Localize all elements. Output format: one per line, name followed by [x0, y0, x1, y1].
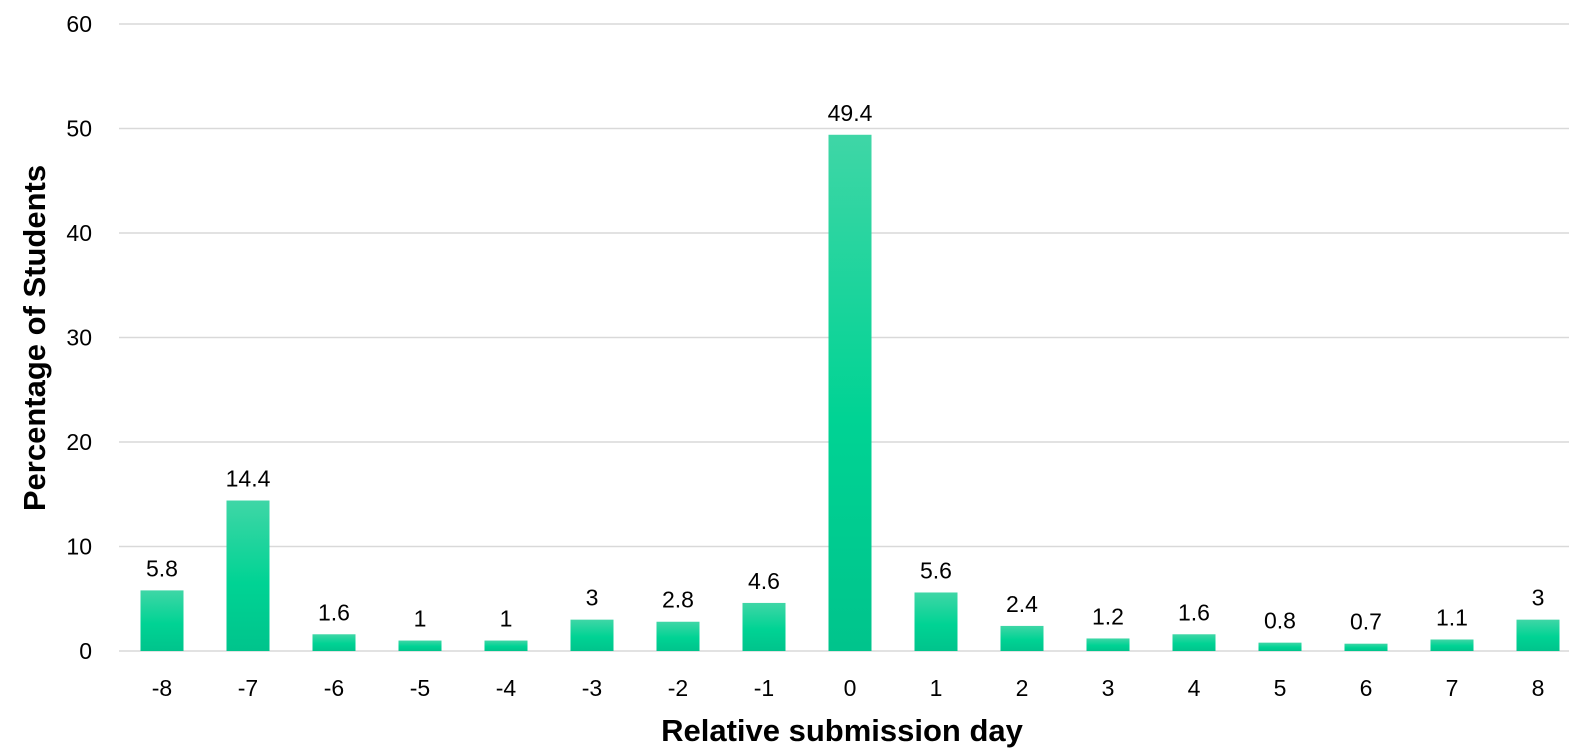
bar--7 — [226, 500, 270, 651]
bar-0 — [828, 134, 872, 651]
data-label-4: 1.6 — [1178, 599, 1210, 625]
x-tick-label-7: 7 — [1446, 675, 1459, 701]
data-label-2: 2.4 — [1006, 591, 1038, 617]
x-tick-label-4: 4 — [1188, 675, 1201, 701]
bars — [140, 134, 1560, 651]
x-tick-label--4: -4 — [496, 675, 517, 701]
data-label-7: 1.1 — [1436, 605, 1468, 631]
x-tick-label--2: -2 — [668, 675, 688, 701]
bar--8 — [140, 590, 184, 651]
x-tick-label--3: -3 — [582, 675, 602, 701]
data-labels: 5.8 14.4 1.6 1 1 3 2.8 4.6 49.4 5.6 2.4 1.2 1.6 0.8 0.… — [146, 100, 1544, 635]
data-label--4: 1 — [500, 606, 513, 632]
data-label-6: 0.7 — [1350, 609, 1382, 635]
data-label-8: 3 — [1532, 585, 1545, 611]
x-tick-label-5: 5 — [1274, 675, 1287, 701]
data-label-1: 5.6 — [920, 557, 952, 583]
x-tick-label--6: -6 — [324, 675, 344, 701]
x-tick-label--5: -5 — [410, 675, 430, 701]
bar--5 — [398, 640, 442, 651]
y-axis-title: Percentage of Students — [17, 165, 52, 511]
bar-3 — [1086, 638, 1130, 651]
data-label-5: 0.8 — [1264, 608, 1296, 634]
x-tick-label--1: -1 — [754, 675, 774, 701]
data-label--5: 1 — [414, 606, 427, 632]
x-axis-ticks: -8 -7 -6 -5 -4 -3 -2 -1 0 1 2 3 4 5 6 7 8 — [152, 675, 1545, 701]
bar-7 — [1430, 639, 1474, 651]
data-label-0: 49.4 — [828, 100, 873, 126]
y-tick-label: 60 — [66, 11, 92, 37]
x-tick-label--8: -8 — [152, 675, 172, 701]
bar-5 — [1258, 642, 1302, 651]
y-tick-label: 50 — [66, 116, 92, 142]
y-tick-label: 20 — [66, 429, 92, 455]
x-tick-label-3: 3 — [1102, 675, 1115, 701]
bar-2 — [1000, 625, 1044, 651]
data-label--6: 1.6 — [318, 599, 350, 625]
y-tick-label: 40 — [66, 220, 92, 246]
data-label--7: 14.4 — [226, 466, 271, 492]
data-label--2: 2.8 — [662, 587, 694, 613]
bar--1 — [742, 602, 786, 651]
data-label-3: 1.2 — [1092, 603, 1124, 629]
x-tick-label-8: 8 — [1532, 675, 1545, 701]
bar-4 — [1172, 634, 1216, 651]
x-tick-label-2: 2 — [1016, 675, 1029, 701]
y-tick-label: 0 — [79, 638, 92, 664]
x-tick-label--7: -7 — [238, 675, 258, 701]
bar-1 — [914, 592, 958, 651]
data-label--1: 4.6 — [748, 568, 780, 594]
data-label--3: 3 — [586, 585, 599, 611]
bar--3 — [570, 619, 614, 651]
x-tick-label-1: 1 — [930, 675, 943, 701]
y-tick-label: 10 — [66, 534, 92, 560]
bar-6 — [1344, 643, 1388, 651]
bar--4 — [484, 640, 528, 651]
y-tick-label: 30 — [66, 325, 92, 351]
y-axis-ticks: 0 10 20 30 40 50 60 — [66, 11, 92, 664]
bar-8 — [1516, 619, 1560, 651]
x-tick-label-0: 0 — [844, 675, 857, 701]
x-axis-title: Relative submission day — [661, 713, 1024, 748]
bar--6 — [312, 634, 356, 651]
data-label--8: 5.8 — [146, 555, 178, 581]
x-tick-label-6: 6 — [1360, 675, 1373, 701]
bar--2 — [656, 621, 700, 651]
